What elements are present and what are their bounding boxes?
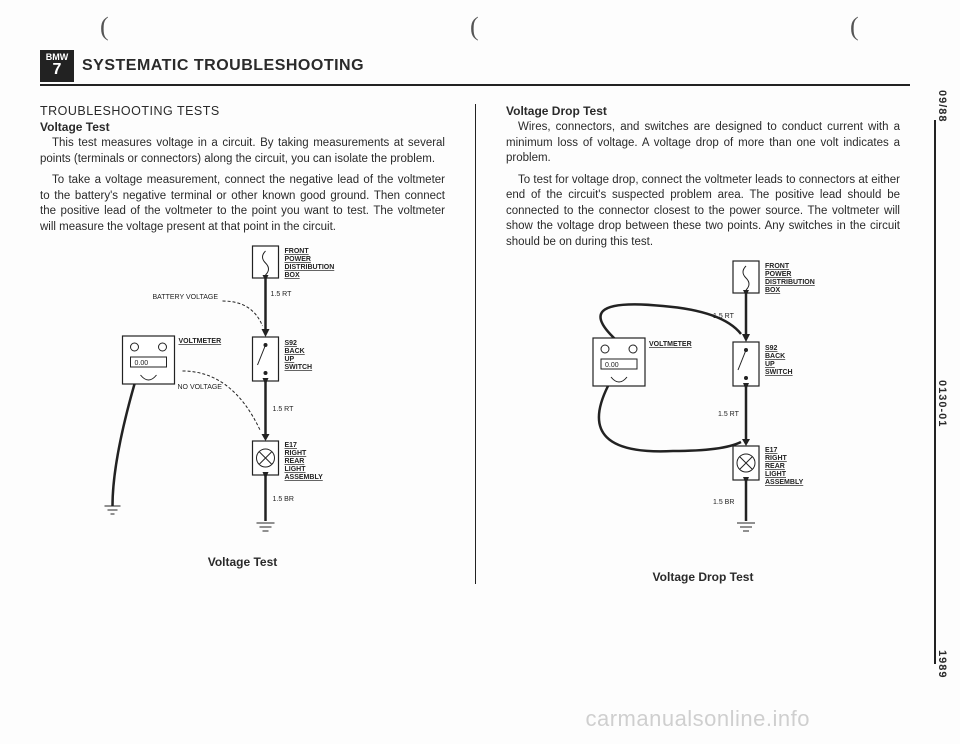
side-rule [934, 120, 936, 664]
side-code: 0130-01 [936, 380, 948, 427]
svg-text:1.5 RT: 1.5 RT [273, 406, 295, 413]
svg-text:1.5 BR: 1.5 BR [713, 499, 734, 506]
svg-text:VOLTMETER: VOLTMETER [649, 341, 692, 348]
svg-text:UP: UP [765, 361, 775, 368]
svg-text:ASSEMBLY: ASSEMBLY [285, 474, 324, 481]
left-column: TROUBLESHOOTING TESTS Voltage Test This … [40, 104, 475, 584]
right-h2: Voltage Drop Test [506, 104, 900, 118]
voltage-test-diagram: FRONT POWER DISTRIBUTION BOX 1.5 RT BATT… [40, 241, 445, 551]
svg-text:ASSEMBLY: ASSEMBLY [765, 479, 804, 486]
svg-text:POWER: POWER [285, 256, 311, 263]
svg-text:BACK: BACK [285, 348, 305, 355]
svg-text:DISTRIBUTION: DISTRIBUTION [765, 279, 815, 286]
badge-7: 7 [40, 63, 74, 77]
svg-text:SWITCH: SWITCH [285, 364, 313, 371]
svg-text:VOLTMETER: VOLTMETER [179, 338, 222, 345]
svg-text:S92: S92 [285, 340, 298, 347]
bmw-badge: BMW 7 [40, 50, 74, 82]
svg-text:LIGHT: LIGHT [285, 466, 307, 473]
svg-text:BATTERY VOLTAGE: BATTERY VOLTAGE [153, 294, 219, 301]
left-p1: This test measures voltage in a circuit.… [40, 136, 445, 167]
header-row: BMW 7 SYSTEMATIC TROUBLESHOOTING [40, 50, 910, 86]
svg-text:LIGHT: LIGHT [765, 471, 787, 478]
svg-text:UP: UP [285, 356, 295, 363]
svg-text:1.5 BR: 1.5 BR [273, 496, 294, 503]
watermark: carmanualsonline.info [585, 706, 810, 732]
svg-text:DISTRIBUTION: DISTRIBUTION [285, 264, 335, 271]
page: BMW 7 SYSTEMATIC TROUBLESHOOTING TROUBLE… [40, 50, 910, 714]
side-date: 09/88 [936, 90, 948, 123]
svg-text:E17: E17 [285, 442, 298, 449]
svg-text:POWER: POWER [765, 271, 791, 278]
svg-text:1.5 RT: 1.5 RT [718, 411, 740, 418]
right-caption: Voltage Drop Test [506, 570, 900, 584]
voltage-drop-diagram: FRONT POWER DISTRIBUTION BOX 1.5 RT [506, 256, 900, 566]
svg-text:1.5 RT: 1.5 RT [271, 291, 293, 298]
svg-text:BOX: BOX [765, 287, 781, 294]
svg-text:NO VOLTAGE: NO VOLTAGE [178, 384, 223, 391]
paren-mark: ( [100, 12, 109, 42]
svg-text:0.00: 0.00 [605, 362, 619, 369]
svg-text:FRONT: FRONT [285, 248, 310, 255]
svg-text:0.00: 0.00 [135, 360, 149, 367]
right-p1: Wires, connectors, and switches are desi… [506, 120, 900, 167]
paren-mark: ( [850, 12, 859, 42]
svg-text:BACK: BACK [765, 353, 785, 360]
svg-text:RIGHT: RIGHT [765, 455, 788, 462]
svg-text:RIGHT: RIGHT [285, 450, 308, 457]
svg-text:FRONT: FRONT [765, 263, 790, 270]
columns: TROUBLESHOOTING TESTS Voltage Test This … [40, 104, 910, 584]
svg-text:REAR: REAR [765, 463, 785, 470]
left-h1: TROUBLESHOOTING TESTS [40, 104, 445, 118]
left-caption: Voltage Test [40, 555, 445, 569]
right-p2: To test for voltage drop, connect the vo… [506, 173, 900, 251]
svg-text:S92: S92 [765, 345, 778, 352]
svg-text:E17: E17 [765, 447, 778, 454]
paren-mark: ( [470, 12, 479, 42]
page-title: SYSTEMATIC TROUBLESHOOTING [82, 57, 364, 75]
svg-text:SWITCH: SWITCH [765, 369, 793, 376]
left-h2: Voltage Test [40, 120, 445, 134]
side-year: 1989 [936, 650, 948, 678]
svg-text:REAR: REAR [285, 458, 305, 465]
left-p2: To take a voltage measurement, connect t… [40, 173, 445, 235]
right-column: Voltage Drop Test Wires, connectors, and… [475, 104, 910, 584]
svg-text:BOX: BOX [285, 272, 301, 279]
